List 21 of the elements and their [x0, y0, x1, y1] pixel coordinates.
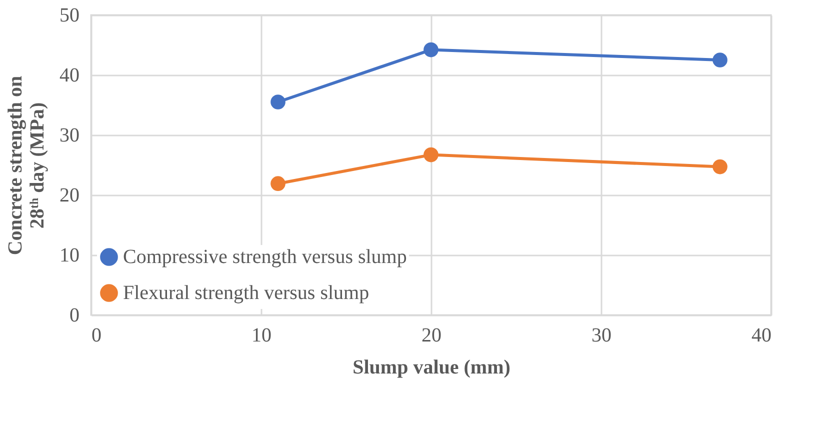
x-tick-label: 10 [252, 324, 272, 346]
y-tick-label: 10 [60, 244, 80, 266]
x-tick-label: 20 [422, 324, 442, 346]
x-axis-title: Slump value (mm) [352, 356, 510, 378]
point [270, 176, 286, 191]
legend-label: Flexural strength versus slump [123, 282, 370, 304]
y-tick-label: 0 [70, 304, 80, 326]
point [424, 42, 438, 58]
y-tick-label: 50 [60, 4, 80, 26]
y-tick-label: 40 [60, 64, 80, 86]
y-tick-label: 20 [60, 184, 80, 206]
point [712, 52, 728, 68]
x-tick-label: 40 [752, 324, 772, 346]
y-tick-label: 30 [60, 124, 80, 146]
y-axis-title: Concrete strength on 28ᵗʰ day (MPa) [4, 76, 48, 256]
legend-label: Compressive strength versus slump [123, 246, 407, 268]
x-tick-label: 0 [92, 324, 102, 346]
x-tick-label: 30 [592, 324, 612, 346]
point [712, 159, 728, 174]
point [270, 94, 286, 110]
point [424, 147, 438, 162]
